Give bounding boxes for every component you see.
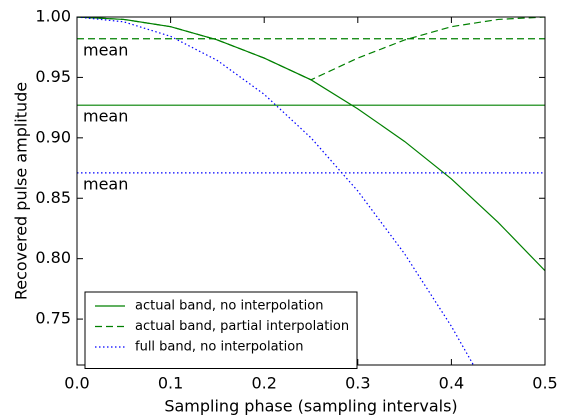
x-tick-label: 0.0: [64, 374, 89, 393]
x-tick-label: 0.1: [158, 374, 183, 393]
mean-label: mean: [83, 40, 128, 59]
y-tick-label: 0.90: [35, 127, 71, 146]
x-tick-label: 0.3: [345, 374, 370, 393]
y-tick-label: 0.95: [35, 67, 71, 86]
mean-label: mean: [83, 107, 128, 126]
x-tick-label: 0.4: [439, 374, 464, 393]
x-tick-label: 0.5: [532, 374, 557, 393]
legend: actual band, no interpolation actual band…: [84, 291, 358, 369]
plot-area: [77, 17, 545, 365]
x-axis-label: Sampling phase (sampling intervals): [164, 397, 457, 416]
legend-label: full band, no interpolation: [135, 340, 303, 355]
legend-label: actual band, partial interpolation: [135, 319, 349, 334]
legend-label: actual band, no interpolation: [135, 299, 323, 314]
legend-box: [84, 291, 358, 369]
y-tick-label: 1.00: [35, 7, 71, 26]
mean-label: mean: [83, 174, 128, 193]
series-line: [77, 17, 545, 272]
y-tick-label: 0.80: [35, 248, 71, 267]
y-axis-label: Recovered pulse amplitude: [12, 82, 31, 300]
y-tick-label: 0.75: [35, 309, 71, 328]
x-tick-label: 0.2: [251, 374, 276, 393]
y-tick-label: 0.85: [35, 188, 71, 207]
series-line: [77, 17, 545, 81]
